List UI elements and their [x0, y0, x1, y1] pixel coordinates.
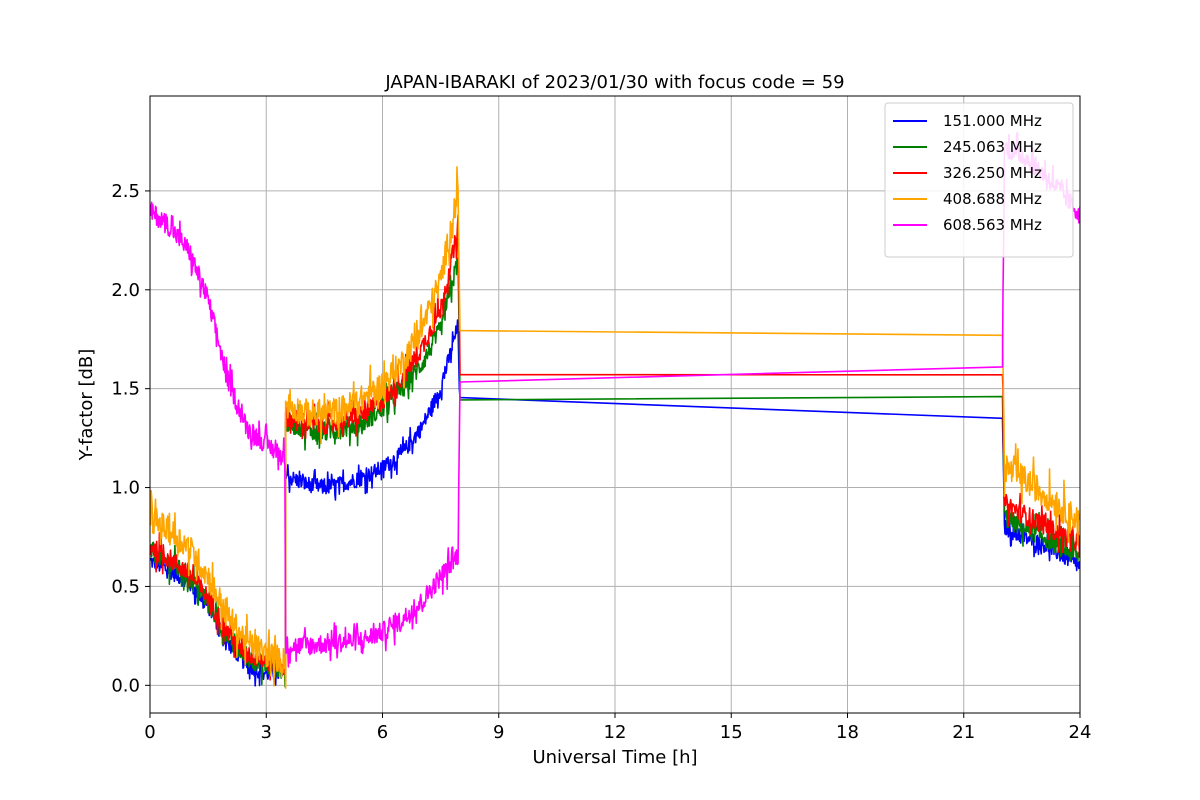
x-tick-label: 21: [952, 722, 975, 743]
x-tick-label: 24: [1069, 722, 1092, 743]
y-tick-label: 1.0: [111, 478, 140, 499]
y-tick-label: 2.5: [111, 181, 140, 202]
series-line-2: [150, 214, 1080, 681]
x-axis-label: Universal Time [h]: [532, 747, 697, 768]
y-tick-label: 1.5: [111, 379, 140, 400]
y-tick-label: 0.5: [111, 576, 140, 597]
legend-entry-label: 245.063 MHz: [943, 138, 1042, 156]
legend-box: [884, 102, 1074, 258]
x-tick-label: 15: [720, 722, 743, 743]
x-tick-label: 6: [377, 722, 388, 743]
x-tick-label: 3: [261, 722, 272, 743]
legend-entry-label: 151.000 MHz: [943, 112, 1042, 130]
y-tick-label: 2.0: [111, 280, 140, 301]
x-tick-label: 0: [144, 722, 155, 743]
series-line-3: [150, 166, 1080, 689]
legend-entry-label: 408.688 MHz: [943, 190, 1042, 208]
x-tick-label: 12: [604, 722, 627, 743]
legend: 151.000 MHz 245.063 MHz 326.250 MHz 408.688…: [884, 102, 1074, 258]
y-axis-label: Y-factor [dB]: [76, 349, 97, 462]
x-tick-label: 18: [836, 722, 859, 743]
legend-entry-label: 326.250 MHz: [943, 164, 1042, 182]
axis-ticks: 0 3 6 9 12 15 18 21 24 0.0 0.5 1.0 1.5 2.0 2.5: [111, 181, 1091, 743]
legend-entry-label: 608.563 MHz: [943, 216, 1042, 234]
x-tick-label: 9: [493, 722, 504, 743]
chart-title: JAPAN-IBARAKI of 2023/01/30 with focus c…: [384, 72, 844, 93]
y-tick-label: 0.0: [111, 675, 140, 696]
